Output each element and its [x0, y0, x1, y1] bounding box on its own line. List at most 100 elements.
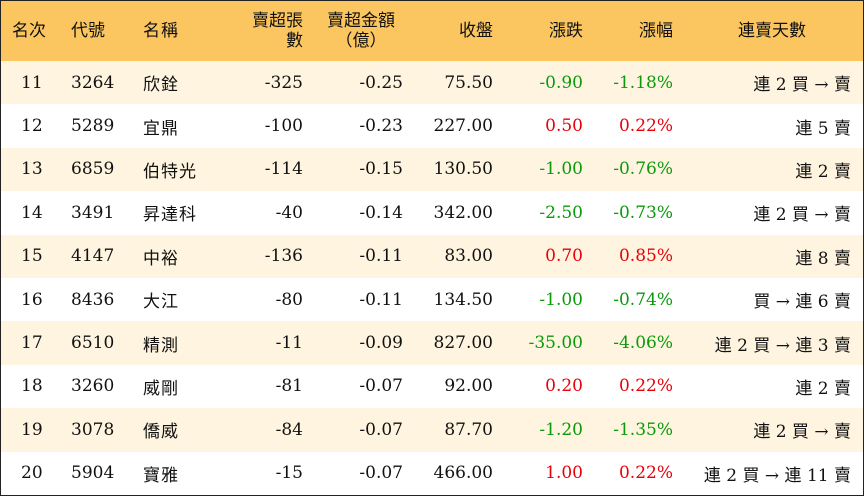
rank-cell: 17	[21, 333, 43, 354]
code-cell: 3260	[71, 376, 115, 397]
header-row: 名次 代號 名稱 賣超張數 賣超金額 （億） 收盤 漲跌 漲幅 連賣天數	[1, 1, 863, 61]
change-cell: 0.20	[545, 376, 583, 397]
change-pct-cell: -0.76%	[613, 159, 673, 180]
change-cell: -2.50	[539, 202, 583, 223]
close-cell: 827.00	[433, 333, 493, 354]
header-streak: 連賣天數	[738, 21, 806, 41]
change-cell: 0.70	[545, 246, 583, 267]
name-cell: 伯特光	[143, 161, 197, 182]
header-change: 漲跌	[549, 21, 583, 41]
header-sell-lots: 賣超張數	[252, 11, 303, 51]
sell-amount-cell: -0.11	[359, 289, 403, 310]
change-pct-cell: -1.35%	[613, 419, 673, 440]
sell-lots-cell: -11	[275, 333, 303, 354]
code-cell: 3264	[71, 72, 115, 93]
header-name: 名稱	[143, 21, 179, 41]
close-cell: 130.50	[433, 159, 493, 180]
sell-lots-cell: -81	[275, 376, 303, 397]
sell-amount-cell: -0.25	[359, 72, 403, 93]
change-pct-cell: 0.22%	[618, 376, 673, 397]
table-header: 名次 代號 名稱 賣超張數 賣超金額 （億） 收盤 漲跌 漲幅 連賣天數	[1, 1, 863, 61]
change-pct-cell: 0.22%	[618, 116, 673, 137]
streak-cell: 連 5 賣	[795, 118, 851, 139]
sell-amount-cell: -0.09	[359, 333, 403, 354]
sell-lots-cell: -80	[275, 289, 303, 310]
header-sell-amount-unit: （億）	[335, 31, 387, 51]
close-cell: 466.00	[433, 463, 493, 484]
sell-lots-cell: -136	[264, 246, 303, 267]
table-row: 13 6859 伯特光 -114 -0.15 130.50 -1.00 -0.7…	[1, 147, 863, 192]
sell-amount-cell: -0.07	[359, 376, 403, 397]
header-rank: 名次	[12, 21, 46, 41]
rank-cell: 11	[21, 72, 43, 93]
rank-cell: 18	[21, 376, 43, 397]
close-cell: 83.00	[444, 246, 493, 267]
rank-cell: 16	[21, 289, 43, 310]
change-cell: 0.50	[545, 116, 583, 137]
change-pct-cell: -0.74%	[613, 289, 673, 310]
rank-cell: 13	[21, 159, 43, 180]
rank-cell: 15	[21, 246, 43, 267]
streak-cell: 連 2 買 → 賣	[753, 75, 851, 96]
sell-amount-cell: -0.23	[359, 116, 403, 137]
name-cell: 僑威	[143, 422, 179, 443]
change-pct-cell: -0.73%	[613, 202, 673, 223]
rank-cell: 14	[21, 202, 43, 223]
name-cell: 大江	[143, 292, 179, 313]
streak-cell: 連 8 賣	[795, 248, 851, 269]
sell-amount-cell: -0.14	[359, 202, 403, 223]
change-cell: 1.00	[545, 463, 583, 484]
name-cell: 宜鼎	[143, 118, 179, 139]
sell-amount-cell: -0.07	[359, 463, 403, 484]
change-cell: -1.00	[539, 159, 583, 180]
close-cell: 134.50	[433, 289, 493, 310]
change-pct-cell: -1.18%	[613, 72, 673, 93]
close-cell: 342.00	[433, 202, 493, 223]
table-row: 18 3260 威剛 -81 -0.07 92.00 0.20 0.22% 連 …	[1, 364, 863, 409]
table-row: 19 3078 僑威 -84 -0.07 87.70 -1.20 -1.35% …	[1, 408, 863, 452]
change-pct-cell: -4.06%	[613, 333, 673, 354]
sell-lots-cell: -114	[264, 159, 303, 180]
close-cell: 92.00	[444, 376, 493, 397]
code-cell: 5289	[71, 116, 115, 137]
sell-amount-cell: -0.11	[359, 246, 403, 267]
name-cell: 中裕	[143, 248, 179, 269]
code-cell: 4147	[71, 246, 115, 267]
name-cell: 昇達科	[143, 205, 197, 226]
close-cell: 87.70	[444, 419, 493, 440]
table-row: 12 5289 宜鼎 -100 -0.23 227.00 0.50 0.22% …	[1, 104, 863, 148]
table-body: 11 3264 欣銓 -325 -0.25 75.50 -0.90 -1.18%…	[1, 61, 863, 495]
sell-lots-cell: -40	[275, 202, 303, 223]
streak-cell: 連 2 賣	[795, 161, 851, 182]
sell-amount-cell: -0.07	[359, 419, 403, 440]
streak-cell: 連 2 買 → 連 11 賣	[703, 465, 851, 486]
header-change-pct: 漲幅	[639, 21, 673, 41]
streak-cell: 買 → 連 6 賣	[753, 292, 851, 313]
table-row: 15 4147 中裕 -136 -0.11 83.00 0.70 0.85% 連…	[1, 234, 863, 278]
change-cell: -1.00	[539, 289, 583, 310]
sell-lots-cell: -100	[264, 116, 303, 137]
header-code: 代號	[71, 21, 105, 41]
table-row: 17 6510 精測 -11 -0.09 827.00 -35.00 -4.06…	[1, 321, 863, 365]
code-cell: 6510	[71, 333, 115, 354]
table-row: 20 5904 寶雅 -15 -0.07 466.00 1.00 0.22% 連…	[1, 451, 863, 495]
streak-cell: 連 2 買 → 賣	[753, 422, 851, 443]
name-cell: 欣銓	[143, 75, 179, 96]
code-cell: 8436	[71, 289, 115, 310]
streak-cell: 連 2 買 → 賣	[753, 205, 851, 226]
rank-cell: 20	[21, 463, 43, 484]
table-row: 14 3491 昇達科 -40 -0.14 342.00 -2.50 -0.73…	[1, 191, 863, 235]
code-cell: 3078	[71, 419, 115, 440]
change-cell: -1.20	[539, 419, 583, 440]
change-cell: -0.90	[539, 72, 583, 93]
rank-cell: 19	[21, 419, 43, 440]
close-cell: 227.00	[433, 116, 493, 137]
streak-cell: 連 2 買 → 連 3 賣	[714, 335, 851, 356]
change-pct-cell: 0.22%	[618, 463, 673, 484]
table-row: 11 3264 欣銓 -325 -0.25 75.50 -0.90 -1.18%…	[1, 61, 863, 105]
code-cell: 3491	[71, 202, 115, 223]
header-close: 收盤	[459, 21, 493, 41]
sell-lots-cell: -15	[275, 463, 303, 484]
